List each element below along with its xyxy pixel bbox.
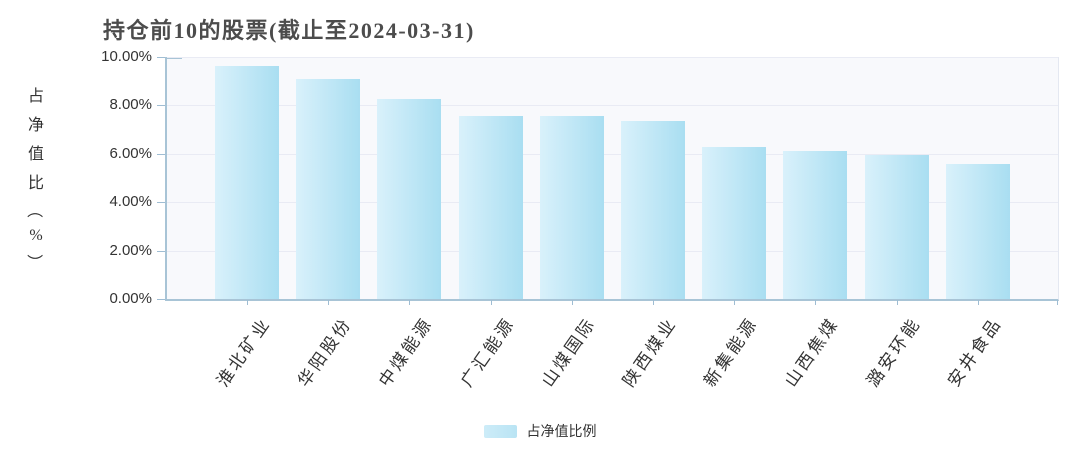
- y-axis-tick: [157, 202, 165, 203]
- gridline: [167, 202, 1058, 203]
- x-axis-label: 潞安环能: [863, 313, 925, 391]
- x-axis-tick: [491, 300, 492, 305]
- legend-swatch: [483, 424, 517, 438]
- gridline: [167, 57, 1058, 58]
- y-axis-tick: [157, 154, 165, 155]
- x-axis-tick: [897, 300, 898, 305]
- y-tick-label: 6.00%: [109, 145, 152, 162]
- x-axis-label: 中煤能源: [375, 313, 437, 391]
- y-tick-label: 0.00%: [109, 290, 152, 307]
- y-axis-title-char: （: [24, 201, 42, 219]
- bar-陕西煤业: [621, 121, 685, 299]
- x-axis-label: 安井食品: [944, 313, 1006, 391]
- bar-广汇能源: [459, 116, 523, 299]
- y-tick-label: 8.00%: [109, 96, 152, 113]
- bar-山西焦煤: [783, 151, 847, 299]
- x-axis-tick: [409, 300, 410, 305]
- bar-华阳股份: [296, 79, 360, 299]
- gridline: [167, 154, 1058, 155]
- y-axis-top-cap: [167, 57, 182, 59]
- gridline: [167, 251, 1058, 252]
- legend-label: 占净值比例: [526, 423, 597, 439]
- chart-title: 持仓前10的股票(截止至2024-03-31): [103, 18, 475, 43]
- x-axis-label: 陕西煤业: [619, 313, 681, 391]
- y-axis-tick: [157, 299, 165, 300]
- x-axis-label: 华阳股份: [294, 313, 356, 391]
- x-axis-tick: [328, 300, 329, 305]
- bar-淮北矿业: [215, 66, 279, 299]
- x-axis-label: 山煤国际: [538, 313, 600, 391]
- x-axis-tick: [1057, 300, 1058, 305]
- bar-安井食品: [946, 164, 1010, 299]
- y-axis-tick: [157, 251, 165, 252]
- x-axis-tick: [572, 300, 573, 305]
- y-axis-tick: [157, 57, 165, 58]
- y-axis-tick: [157, 105, 165, 106]
- y-axis-title-char: ）: [24, 253, 42, 271]
- y-axis-title-char: 值: [27, 146, 44, 163]
- y-tick-label: 2.00%: [109, 242, 152, 259]
- x-axis-tick: [247, 300, 248, 305]
- y-axis-title-char: %: [29, 227, 43, 244]
- bar-潞安环能: [865, 155, 929, 299]
- y-axis-title-char: 比: [27, 175, 44, 192]
- bar-中煤能源: [377, 99, 441, 299]
- x-axis-tick: [978, 300, 979, 305]
- x-axis-label: 山西焦煤: [781, 313, 843, 391]
- y-axis-title-char: 占: [27, 88, 44, 105]
- x-axis-label: 新集能源: [700, 313, 762, 391]
- bar-新集能源: [702, 147, 766, 299]
- legend-item[interactable]: 占净值比例: [0, 422, 1080, 440]
- y-tick-label: 4.00%: [109, 193, 152, 210]
- y-axis-title-char: 净: [27, 117, 44, 134]
- x-axis-tick: [734, 300, 735, 305]
- x-axis-tick: [653, 300, 654, 305]
- x-axis-label: 淮北矿业: [213, 313, 275, 391]
- bar-山煤国际: [540, 116, 604, 299]
- x-axis-tick: [815, 300, 816, 305]
- gridline: [167, 105, 1058, 106]
- y-tick-label: 10.00%: [101, 48, 152, 65]
- x-axis-label: 广汇能源: [457, 313, 519, 391]
- y-axis-title: 占净值比 （% ）: [24, 57, 48, 299]
- plot-area: [165, 57, 1059, 301]
